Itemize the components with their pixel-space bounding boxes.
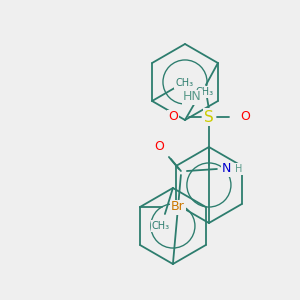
Text: S: S	[204, 110, 214, 124]
Text: HN: HN	[183, 91, 202, 103]
Text: N: N	[222, 163, 232, 176]
Text: O: O	[154, 140, 164, 154]
Text: O: O	[168, 110, 178, 124]
Text: CH₃: CH₃	[175, 78, 194, 88]
Text: CH₃: CH₃	[152, 221, 170, 231]
Text: O: O	[240, 110, 250, 124]
Text: Br: Br	[171, 200, 185, 214]
Text: CH₃: CH₃	[196, 87, 214, 97]
Text: H: H	[235, 164, 243, 174]
